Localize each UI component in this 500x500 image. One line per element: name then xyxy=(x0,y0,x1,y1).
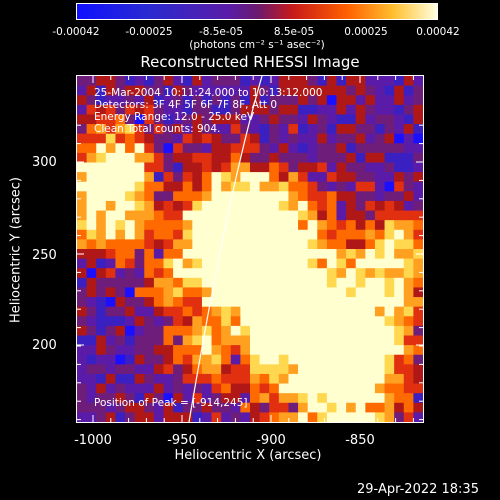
plot-area xyxy=(76,75,424,423)
colorbar xyxy=(76,3,438,20)
energy-range-text: Energy Range: 12.0 - 25.0 keV xyxy=(94,111,255,123)
footer-timestamp: 29-Apr-2022 18:35 xyxy=(357,482,479,497)
y-tick-label: 250 xyxy=(32,248,57,263)
colorbar-gradient xyxy=(77,4,437,19)
colorbar-tick-label: 0.00025 xyxy=(344,26,388,38)
colorbar-tick-label: -0.00025 xyxy=(125,26,173,38)
x-tick-label: -900 xyxy=(256,433,286,448)
clean-counts-text: Clean Total counts: 904. xyxy=(94,123,221,135)
x-tick-label: -950 xyxy=(167,433,197,448)
colorbar-tick-label: -0.00042 xyxy=(52,26,100,38)
colorbar-tick-label: -8.5e-05 xyxy=(198,26,244,38)
peak-position-text: Position of Peak = [-914,245] xyxy=(94,397,248,409)
x-tick-label: -1000 xyxy=(74,433,112,448)
x-axis-label: Heliocentric X (arcsec) xyxy=(174,448,322,463)
detectors-text: Detectors: 3F 4F 5F 6F 7F 8F, Att 0 xyxy=(94,99,278,111)
colorbar-units-label: (photons cm⁻² s⁻¹ asec⁻²) xyxy=(189,39,325,51)
solar-limb-line xyxy=(188,76,263,422)
heatmap-image xyxy=(77,76,423,422)
time-range-text: 25-Mar-2004 10:11:24.000 to 10:13:12.000 xyxy=(94,87,323,99)
y-tick-label: 300 xyxy=(32,155,57,170)
y-tick-label: 200 xyxy=(32,338,57,353)
colorbar-tick-label: 0.00042 xyxy=(416,26,460,38)
x-tick-label: -850 xyxy=(345,433,375,448)
colorbar-tick-label: 8.5e-05 xyxy=(273,26,315,38)
page-title: Reconstructed RHESSI Image xyxy=(140,53,360,71)
